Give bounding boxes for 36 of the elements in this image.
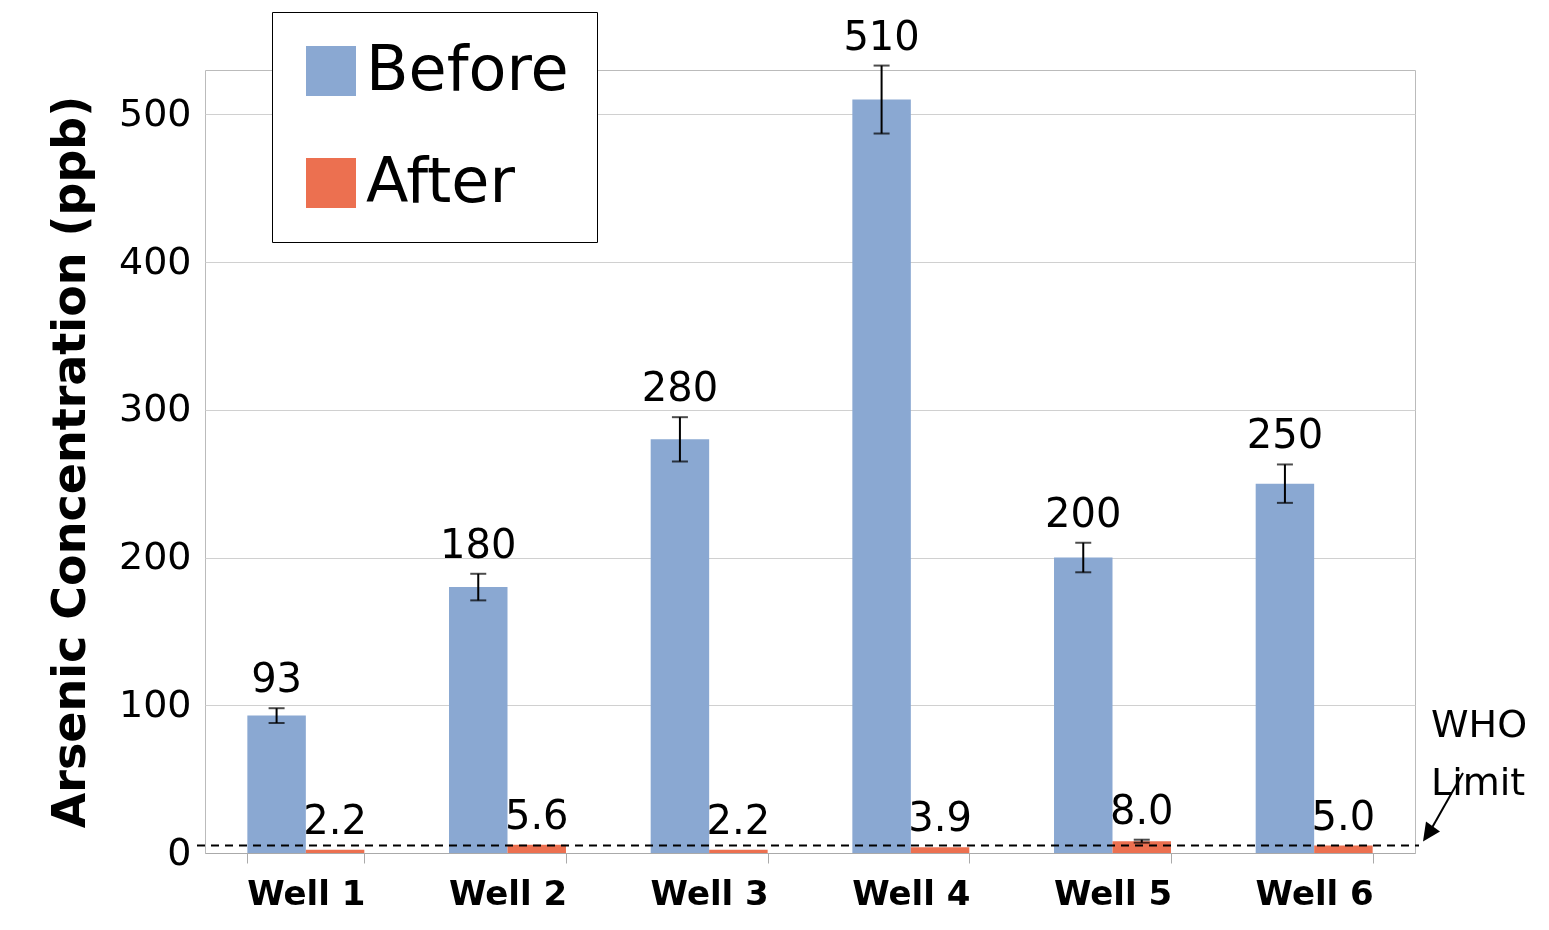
- x-tick-label: Well 2: [448, 872, 568, 913]
- x-tick-label: Well 4: [852, 872, 971, 913]
- data-label: 2.2: [706, 796, 771, 843]
- data-label: 5.6: [504, 791, 569, 838]
- data-label: 3.9: [908, 794, 972, 841]
- data-label: 5.0: [1311, 792, 1376, 839]
- data-label: 180: [440, 520, 517, 567]
- x-tick-label: Well 1: [247, 872, 366, 913]
- bar: [910, 847, 970, 853]
- bar: [709, 849, 768, 853]
- y-tick-label: 500: [118, 90, 192, 135]
- legend-label: After: [366, 144, 516, 217]
- y-axis-title: Arsenic Concentration (ppb): [41, 95, 96, 829]
- data-label: 510: [843, 12, 920, 59]
- bar: [1255, 483, 1315, 853]
- data-label: 8.0: [1109, 786, 1174, 833]
- bar: [650, 439, 710, 853]
- y-tick-label: 100: [118, 681, 192, 726]
- data-label: 250: [1246, 411, 1324, 458]
- data-label: 2.2: [303, 796, 367, 843]
- bar: [852, 99, 911, 853]
- legend-label: Before: [366, 32, 569, 105]
- x-tick-label: Well 5: [1053, 872, 1173, 913]
- bar: [305, 849, 365, 853]
- bar: [449, 587, 508, 853]
- x-tick-label: Well 6: [1255, 872, 1374, 913]
- y-tick-label: 0: [167, 829, 192, 874]
- data-label: 280: [641, 364, 719, 411]
- y-tick-label: 400: [118, 238, 192, 283]
- y-tick-label: 200: [118, 534, 192, 579]
- data-label: 200: [1045, 489, 1122, 536]
- x-tick-label: Well 3: [650, 872, 769, 913]
- data-label: 93: [251, 655, 303, 702]
- y-tick-label: 300: [118, 386, 192, 431]
- bar: [1054, 557, 1113, 853]
- bar: [247, 715, 306, 853]
